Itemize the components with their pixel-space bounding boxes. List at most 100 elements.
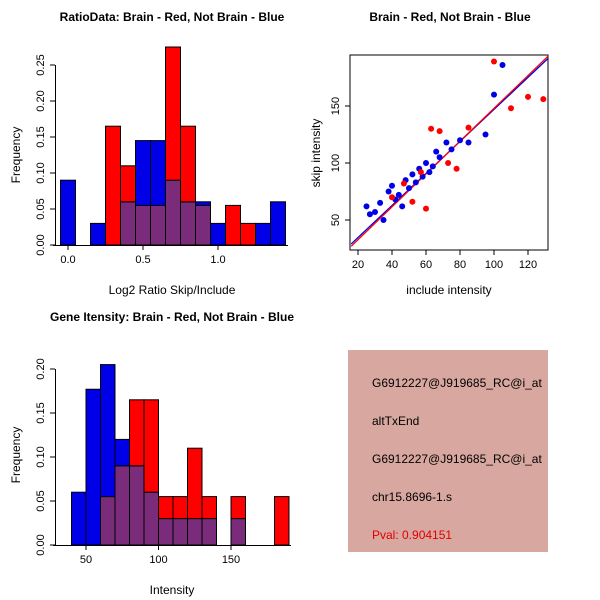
scatter-point	[540, 96, 547, 103]
tick-label: 0.10	[35, 446, 47, 467]
gene-intensity-histogram-plot: 0.00 0.05 0.10 0.15 0.20 50 100 150	[35, 358, 291, 566]
tick-label: 0.15	[35, 126, 47, 147]
tick-label: 150	[330, 97, 342, 115]
tick-label: 120	[519, 259, 537, 271]
tick-label: 50	[80, 554, 92, 566]
hist-bar-red	[165, 46, 181, 181]
hist-bar-blue	[135, 140, 151, 206]
hist-bar-blue	[114, 438, 130, 467]
tick-label: 20	[352, 259, 364, 271]
scatter-point	[423, 160, 429, 166]
scatter-point	[372, 209, 378, 216]
hist-bar-red	[105, 125, 121, 246]
scatter-point	[385, 188, 392, 195]
scatter-point	[429, 163, 436, 170]
scatter-point	[465, 124, 472, 131]
scatter-point	[395, 191, 402, 198]
tick-label: 60	[420, 259, 432, 271]
hist-bar-red	[129, 399, 145, 467]
ratio-histogram-ylabel: Frequency	[9, 126, 23, 184]
scatter-ylabel: skip intensity	[309, 118, 323, 188]
hist-bar-blue	[60, 179, 76, 246]
tick-label: 0.15	[35, 402, 47, 423]
plot-box	[349, 54, 549, 251]
scatter-point	[389, 182, 395, 189]
hist-bar-red	[201, 496, 217, 520]
hist-bar-blue	[85, 388, 101, 546]
scatter-point	[482, 131, 489, 138]
tick-label: 0.0	[60, 254, 75, 266]
gene-histogram-xlabel: Intensity	[149, 583, 195, 597]
hist-bar-overlap	[120, 201, 136, 246]
tick-label: 0.20	[35, 358, 47, 379]
tick-label: 0.05	[35, 198, 47, 219]
pval-line: Pval: 0.904151	[372, 528, 453, 542]
hist-bar-overlap	[180, 201, 196, 246]
scatter-point	[380, 217, 387, 223]
tick-label: 0.20	[35, 90, 47, 111]
scatter-point	[436, 154, 443, 161]
hist-bar-red	[187, 447, 203, 520]
hist-bar-blue	[100, 364, 116, 498]
scatter-point	[423, 205, 429, 212]
ratio-histogram-plot: 0.00 0.05 0.10 0.15 0.20 0.25 0.0 0.5 1.0	[35, 46, 288, 266]
hist-bar-blue	[195, 201, 211, 206]
hist-bar-overlap	[143, 491, 159, 546]
scatter-point	[445, 160, 452, 166]
gene-histogram-ylabel: Frequency	[9, 426, 23, 484]
tick-label: 0.10	[35, 162, 47, 183]
intensity-scatter-plot: 20 40 60 80 100 120 50 100 150	[330, 54, 549, 271]
scatter-point	[426, 169, 433, 176]
hist-bar-red	[143, 399, 159, 493]
scatter-point	[409, 198, 416, 205]
scatter-point	[428, 125, 435, 132]
tick-label: 80	[454, 259, 466, 271]
hist-bar-red	[180, 125, 196, 203]
scatter-point	[377, 199, 384, 206]
hist-bar-overlap	[172, 518, 188, 546]
scatter-point	[417, 169, 424, 176]
tick-label: 50	[330, 214, 342, 226]
scatter-point	[406, 185, 412, 192]
hist-bar-red	[225, 204, 241, 246]
tick-label: 0.05	[35, 490, 47, 511]
hist-bar-overlap	[187, 518, 203, 546]
hist-bar-overlap	[135, 204, 151, 246]
panel-gene-info: G6912227@J919685_RC@i_at altTxEnd G69122…	[300, 300, 600, 600]
hist-bar-overlap	[230, 518, 246, 546]
scatter-point	[457, 137, 463, 144]
scatter-point	[465, 139, 472, 146]
panel-ratio-histogram: RatioData: Brain - Red, Not Brain - Blue…	[0, 0, 300, 300]
ratio-histogram-title: RatioData: Brain - Red, Not Brain - Blue	[59, 10, 285, 24]
scatter-point	[491, 58, 497, 65]
tick-label: 100	[149, 554, 167, 566]
tick-label: 0.00	[35, 234, 47, 255]
hist-bar-overlap	[195, 204, 211, 246]
scatter-point	[525, 93, 531, 100]
scatter-point	[400, 180, 407, 187]
scatter-point	[436, 128, 443, 135]
probe-id-line-2: G6912227@J919685_RC@i_at	[372, 452, 542, 466]
hist-bar-overlap	[158, 518, 174, 546]
gene-histogram-title: Gene Itensity: Brain - Red, Not Brain - …	[49, 310, 295, 324]
scatter-point	[419, 173, 426, 180]
scatter-title: Brain - Red, Not Brain - Blue	[369, 10, 531, 24]
scatter-xlabel: include intensity	[406, 283, 492, 297]
scatter-point	[389, 194, 395, 201]
scatter-point	[491, 91, 497, 98]
tick-label: 40	[386, 259, 398, 271]
hist-bar-red	[230, 496, 246, 520]
hist-bar-red	[240, 222, 256, 246]
hist-bar-blue	[255, 222, 271, 246]
tick-label: 1.0	[210, 254, 225, 266]
scatter-point	[443, 139, 450, 146]
scatter-point	[409, 171, 416, 178]
splice-event-type-line: altTxEnd	[372, 414, 420, 428]
hist-bar-overlap	[150, 204, 166, 246]
tick-label: 0.5	[135, 254, 150, 266]
hist-bar-red	[274, 496, 290, 546]
hist-bar-overlap	[165, 179, 181, 246]
hist-bar-blue	[210, 222, 226, 246]
hist-bar-blue	[150, 140, 166, 206]
